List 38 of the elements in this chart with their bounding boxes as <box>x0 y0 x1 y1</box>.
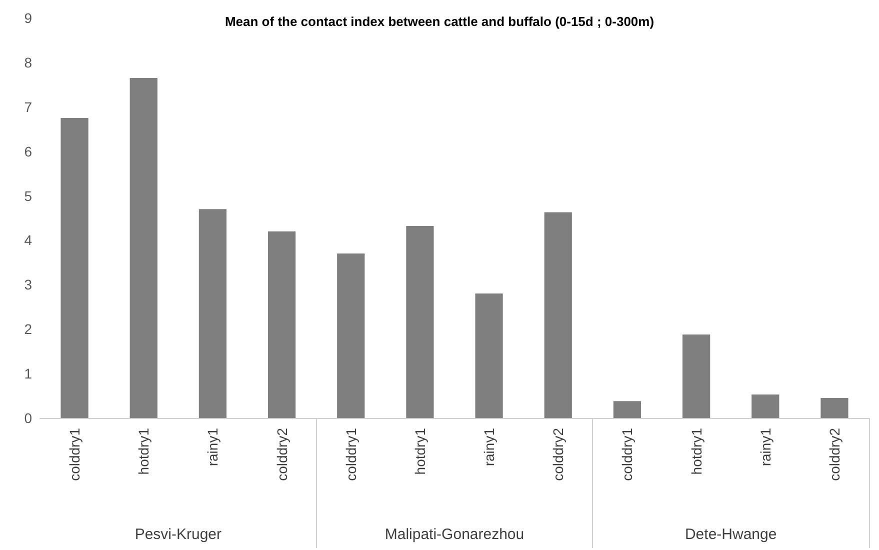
bar <box>60 118 88 418</box>
y-tick-label: 9 <box>24 10 32 26</box>
bar <box>752 394 780 418</box>
x-tick-label: colddry2 <box>826 428 842 481</box>
x-tick-label: rainy1 <box>481 428 498 466</box>
x-tick-label: hotdry1 <box>688 428 704 475</box>
x-tick-label: rainy1 <box>204 428 221 466</box>
bar <box>682 334 710 418</box>
bar <box>544 212 572 418</box>
y-tick-label: 0 <box>24 410 32 426</box>
bar <box>130 78 158 418</box>
bar <box>198 209 227 418</box>
x-tick-label: colddry1 <box>342 428 359 481</box>
x-tick-label: colddry1 <box>619 428 636 481</box>
y-tick-label: 3 <box>24 276 32 293</box>
y-tick-label: 5 <box>24 188 32 204</box>
bar <box>820 398 848 418</box>
x-tick-label: colddry2 <box>550 428 566 481</box>
chart-title: Mean of the contact index between cattle and buffalo (0-15d ; 0-300m) <box>224 14 654 29</box>
y-tick-label: 8 <box>24 54 32 70</box>
x-tick-label: rainy1 <box>757 428 774 466</box>
x-tick-label: hotdry1 <box>412 428 428 475</box>
bar <box>268 231 296 418</box>
y-tick-label: 6 <box>24 143 32 160</box>
bar <box>613 401 642 418</box>
text: Pesvi-Kruger <box>134 526 222 543</box>
y-tick-label: 7 <box>24 98 32 115</box>
bar <box>337 254 365 418</box>
text: Dete-Hwange <box>684 526 777 543</box>
x-tick-label: colddry1 <box>66 428 83 481</box>
x-tick-label: hotdry1 <box>136 428 152 475</box>
text: Malipati-Gonarezhou <box>384 526 524 543</box>
y-tick-label: 1 <box>24 366 32 382</box>
bar <box>406 226 434 418</box>
x-tick-label: colddry2 <box>274 428 290 481</box>
y-tick-label: 4 <box>24 232 32 248</box>
y-tick-label: 2 <box>24 321 32 338</box>
bar <box>475 294 503 418</box>
